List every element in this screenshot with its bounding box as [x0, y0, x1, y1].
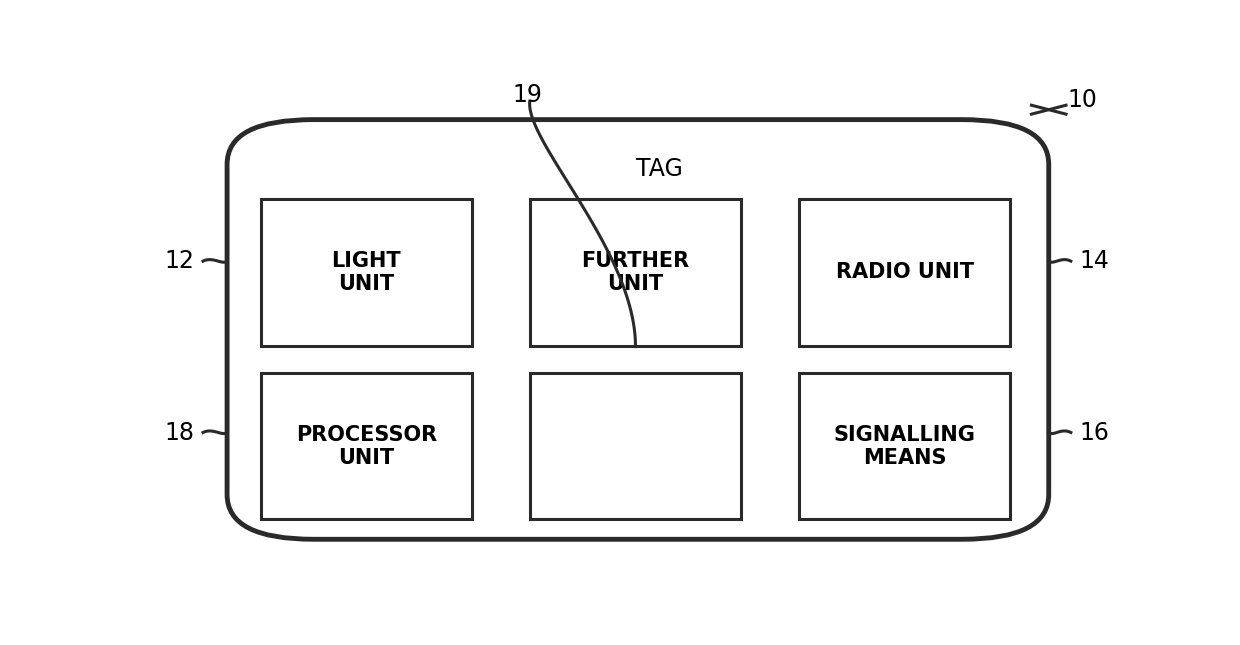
- FancyBboxPatch shape: [260, 199, 472, 346]
- Text: 14: 14: [1080, 249, 1110, 273]
- FancyBboxPatch shape: [799, 199, 1011, 346]
- Text: 18: 18: [164, 421, 193, 444]
- Text: FURTHER
UNIT: FURTHER UNIT: [582, 251, 689, 294]
- FancyBboxPatch shape: [529, 199, 742, 346]
- FancyBboxPatch shape: [227, 119, 1049, 539]
- Text: 16: 16: [1080, 421, 1110, 444]
- Text: 12: 12: [164, 249, 193, 273]
- Text: 10: 10: [1068, 88, 1097, 112]
- Text: LIGHT
UNIT: LIGHT UNIT: [331, 251, 402, 294]
- Text: TAG: TAG: [636, 157, 683, 181]
- FancyBboxPatch shape: [529, 373, 742, 519]
- Text: SIGNALLING
MEANS: SIGNALLING MEANS: [833, 424, 976, 468]
- Text: 19: 19: [513, 83, 543, 107]
- FancyBboxPatch shape: [260, 373, 472, 519]
- Text: RADIO UNIT: RADIO UNIT: [836, 263, 973, 283]
- Text: PROCESSOR
UNIT: PROCESSOR UNIT: [296, 424, 436, 468]
- FancyBboxPatch shape: [799, 373, 1011, 519]
